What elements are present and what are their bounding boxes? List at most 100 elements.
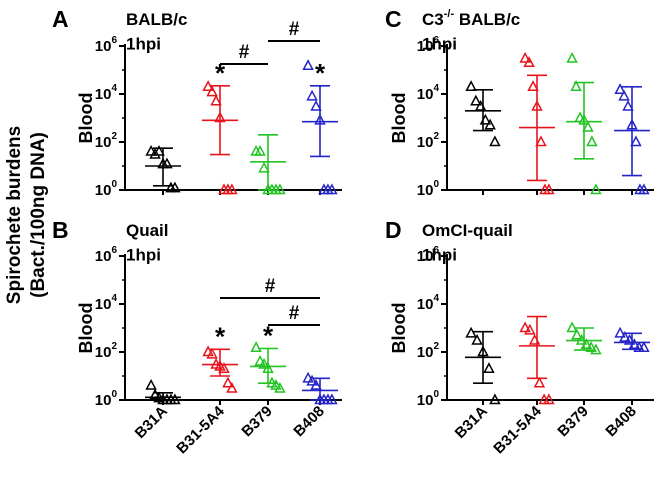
data-point [250,341,262,353]
data-point [149,388,161,400]
data-point [161,157,173,169]
x-tick-label: B379 [238,403,275,440]
x-tick-label: B31-5A4 [490,402,545,457]
panel-letter: C [385,6,402,32]
data-point [527,80,539,92]
y-axis-label: Blood [76,303,96,354]
y-tick-label: 102 [417,131,440,151]
data-point [622,99,634,111]
comparison-label: # [289,19,300,40]
data-point [145,144,157,156]
data-point [582,120,594,132]
panel-title: BALB/c [126,10,187,29]
y-tick-label: 100 [417,389,440,409]
data-point [254,144,266,156]
y-tick-label: 100 [95,389,118,409]
data-point [585,341,597,353]
data-point [226,183,238,195]
y-tick-label: 106 [95,245,118,265]
x-tick-label: B408 [290,403,327,440]
data-point [630,135,642,147]
data-point [524,323,536,335]
data-point [590,183,602,195]
panel-a: A BALB/c 1hpi Blood 100 102 104 106 * * # # [52,6,342,199]
x-tick-label: B408 [602,403,639,440]
data-point [306,89,318,101]
data-point [533,376,546,388]
data-point [270,378,282,390]
data-point [638,341,650,353]
y-axis-label: Blood [389,93,409,144]
panel-letter: A [52,6,69,32]
data-point [222,376,234,388]
data-point [145,378,157,390]
data-point [258,161,270,173]
global-ylabel-line2: (Bact./100ng DNA) [28,132,49,298]
data-point [618,89,630,101]
panel-title: OmCI-quail [422,221,513,240]
y-axis-label: Blood [76,93,96,144]
data-point [543,393,555,405]
data-point [206,347,218,359]
data-point [258,357,270,369]
significance-star: * [315,58,326,88]
panel-subtitle: 1hpi [126,34,161,53]
comparison-label: # [239,42,250,63]
significance-star: * [215,321,226,351]
panel-letter: B [52,217,69,243]
panel-c: C C3-/- BALB/c 1hpi Blood 100 102 104 106 [385,6,654,199]
panels: A BALB/c 1hpi Blood 100 102 104 106 * * # # B Quail 1h… [52,6,654,457]
global-ylabel: Spirochete burdens (Bact./100ng DNA) [4,126,49,304]
data-point [310,99,322,111]
data-point [619,330,631,342]
data-point [614,83,626,95]
panel-title: Quail [126,221,169,240]
y-tick-label: 104 [95,83,118,103]
data-point [254,354,266,366]
data-point [470,94,482,106]
y-tick-label: 100 [95,179,118,199]
data-point [465,80,477,92]
data-point [226,381,238,393]
data-point [153,144,165,156]
comparison-label: # [265,276,276,297]
y-tick-label: 106 [417,35,440,55]
data-point [571,328,583,340]
panel-letter: D [385,217,402,243]
data-point [570,80,582,92]
significance-star: * [215,58,226,88]
data-point [206,85,218,97]
data-point [535,135,547,147]
x-tick-label: B31A [452,403,491,442]
global-ylabel-line1: Spirochete burdens [4,126,25,304]
x-tick-label: B31-5A4 [173,402,228,457]
comparison-label: # [289,303,300,324]
data-point [471,333,483,345]
data-point [484,118,496,130]
data-point [543,183,555,195]
y-tick-label: 102 [417,341,440,361]
data-point [586,135,598,147]
y-axis-label: Blood [389,303,409,354]
data-point [218,362,230,374]
data-point [566,51,578,63]
y-tick-label: 104 [95,293,118,313]
y-tick-label: 106 [95,35,118,55]
x-tick-label: B31A [132,403,171,442]
panel-d: D OmCI-quail 1hpi Blood 100 102 104 106 B31A B31-… [385,217,654,457]
data-point [483,362,495,374]
y-tick-label: 102 [95,341,118,361]
panel-subtitle: 1hpi [422,245,457,264]
data-point [326,183,338,195]
data-point [210,94,222,106]
data-point [519,51,531,63]
data-point [169,181,181,193]
data-point [489,393,501,405]
data-point [302,59,314,71]
data-point [310,378,322,390]
panel-subtitle: 1hpi [422,34,457,53]
x-tick-label: B379 [554,403,591,440]
data-point [489,135,501,147]
data-point [638,183,650,195]
